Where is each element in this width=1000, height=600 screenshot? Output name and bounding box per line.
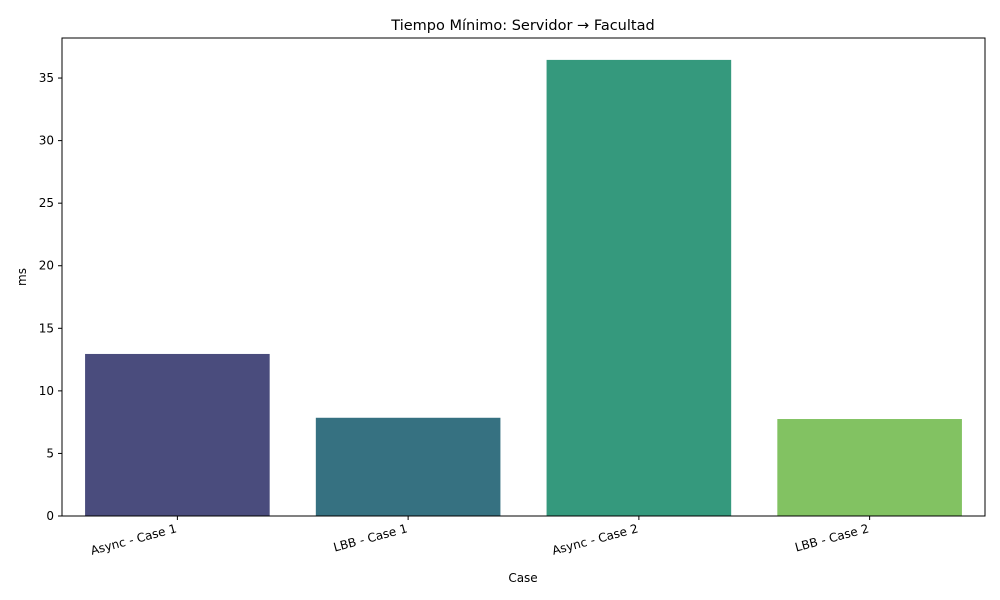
- y-tick-label-30: 30: [39, 134, 54, 148]
- plot-frame: [61, 37, 986, 517]
- y-tick-label-0: 0: [46, 509, 54, 523]
- bar-3: [546, 59, 732, 516]
- y-axis: 0 5 10 15 20 25 30 35: [39, 71, 62, 523]
- bar-4: [777, 419, 962, 516]
- y-axis-label: ms: [15, 268, 29, 286]
- bar-2: [315, 417, 501, 516]
- y-tick-label-35: 35: [39, 71, 54, 85]
- y-tick-label-5: 5: [46, 446, 54, 460]
- y-tick-label-25: 25: [39, 196, 54, 210]
- chart-title: Tiempo Mínimo: Servidor → Facultad: [390, 18, 654, 34]
- y-tick-label-15: 15: [39, 321, 54, 335]
- y-tick-label-10: 10: [39, 384, 54, 398]
- y-tick-label-20: 20: [39, 259, 54, 273]
- bar-1: [85, 353, 270, 516]
- bars-group: [85, 59, 962, 516]
- x-axis-label: Case: [508, 571, 537, 585]
